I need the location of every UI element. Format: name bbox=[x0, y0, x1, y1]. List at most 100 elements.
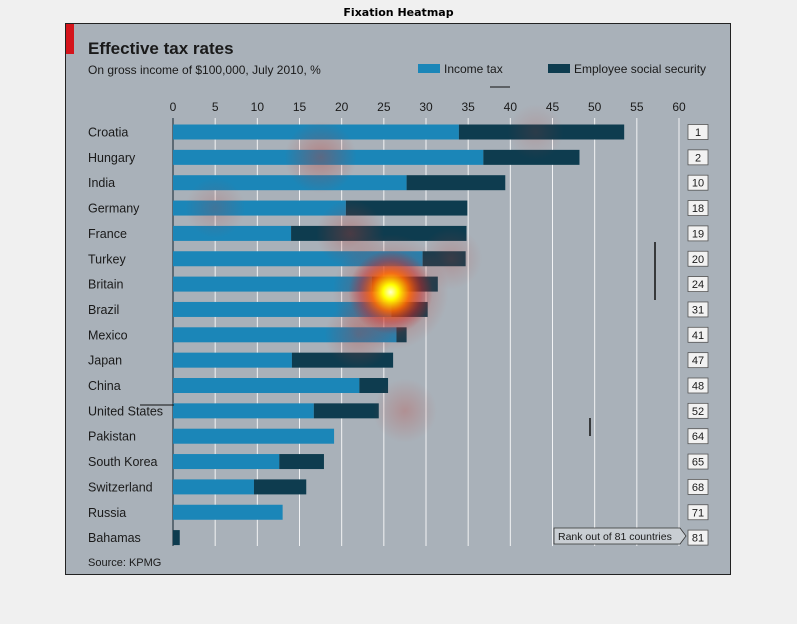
fixation-spot-3 bbox=[372, 378, 437, 443]
rank-value-britain: 24 bbox=[692, 279, 704, 291]
fixation-spot-6 bbox=[420, 227, 483, 290]
bar-russia-income-tax bbox=[173, 504, 283, 520]
chart-title: Effective tax rates bbox=[88, 39, 234, 58]
rank-box-croatia bbox=[687, 124, 709, 140]
category-label-russia: Russia bbox=[88, 506, 126, 520]
category-label-brazil: Brazil bbox=[88, 303, 119, 317]
x-tick-40: 40 bbox=[504, 100, 518, 114]
rank-column: 1 2 10 18 19 20 24 31 41 47 48 52 64 65 68 71 81 bbox=[687, 124, 709, 546]
x-tick-20: 20 bbox=[335, 100, 349, 114]
bar-china-social-security bbox=[359, 378, 389, 393]
rank-box-japan bbox=[687, 352, 709, 369]
bar-south-korea-social-security bbox=[279, 454, 324, 470]
fixation-spot-4 bbox=[324, 300, 393, 369]
category-labels: Croatia Hungary India Germany France Turkey Br… bbox=[88, 126, 163, 546]
rank-value-mexico: 41 bbox=[692, 330, 704, 342]
category-label-hungary: Hungary bbox=[88, 151, 136, 165]
rank-box-bahamas bbox=[687, 529, 709, 546]
category-label-united-states: United States bbox=[88, 404, 163, 418]
rank-value-china: 48 bbox=[692, 381, 704, 393]
x-tick-labels: 0 5 10 15 20 25 30 35 40 45 50 55 60 bbox=[170, 100, 686, 114]
category-label-croatia: Croatia bbox=[88, 126, 128, 140]
category-label-switzerland: Switzerland bbox=[88, 480, 153, 494]
legend-label-social: Employee social security bbox=[574, 62, 706, 76]
fixation-spot-7 bbox=[507, 104, 564, 160]
rank-value-france: 19 bbox=[692, 228, 704, 240]
rank-callout-label: Rank out of 81 countries bbox=[558, 531, 672, 543]
category-label-turkey: Turkey bbox=[88, 252, 126, 266]
rank-value-russia: 71 bbox=[692, 507, 704, 519]
category-label-india: India bbox=[88, 176, 115, 190]
legend-label-income: Income tax bbox=[444, 62, 503, 76]
category-label-germany: Germany bbox=[88, 202, 140, 216]
x-tick-25: 25 bbox=[377, 100, 391, 114]
x-tick-55: 55 bbox=[630, 100, 644, 114]
scan-marks bbox=[140, 86, 656, 436]
x-tick-5: 5 bbox=[212, 100, 219, 114]
bar-britain-income-tax bbox=[173, 276, 373, 292]
rank-value-switzerland: 68 bbox=[692, 482, 704, 494]
x-tick-0: 0 bbox=[170, 100, 177, 114]
category-label-south-korea: South Korea bbox=[88, 455, 158, 469]
bar-switzerland-social-security bbox=[253, 479, 307, 495]
rank-box-china bbox=[687, 377, 709, 394]
category-label-bahamas: Bahamas bbox=[88, 531, 141, 545]
bar-india-social-security bbox=[406, 175, 506, 191]
x-tick-35: 35 bbox=[461, 100, 475, 114]
rank-box-india bbox=[687, 174, 709, 191]
legend-swatch-income bbox=[418, 64, 440, 73]
rank-callout-box bbox=[553, 527, 687, 545]
rank-box-germany bbox=[687, 200, 709, 216]
rank-box-south-korea bbox=[687, 453, 709, 470]
rank-box-switzerland bbox=[687, 478, 709, 495]
rank-box-britain bbox=[687, 276, 709, 293]
fixation-spot-5 bbox=[185, 178, 246, 239]
rank-box-mexico bbox=[687, 326, 709, 343]
chart-panel: Effective tax rates On gross income of $… bbox=[65, 23, 731, 575]
rank-box-turkey bbox=[687, 250, 709, 267]
accent-tag bbox=[66, 24, 74, 54]
rank-value-turkey: 20 bbox=[692, 254, 704, 266]
rank-value-germany: 18 bbox=[692, 203, 704, 215]
fixation-heatmap bbox=[185, 104, 564, 443]
bar-united-states-social-security bbox=[313, 403, 379, 419]
rank-box-united-states bbox=[687, 402, 709, 419]
figure-title: Fixation Heatmap bbox=[343, 6, 454, 19]
category-label-pakistan: Pakistan bbox=[88, 430, 136, 444]
chart-svg: Effective tax rates On gross income of $… bbox=[66, 24, 709, 569]
rank-value-japan: 47 bbox=[692, 355, 704, 367]
source-note: Source: KPMG bbox=[88, 557, 161, 569]
category-label-china: China bbox=[88, 379, 121, 393]
bar-japan-income-tax bbox=[173, 352, 292, 368]
bar-bahamas-social-security bbox=[173, 530, 180, 546]
rank-value-hungary: 2 bbox=[695, 152, 701, 164]
category-label-britain: Britain bbox=[88, 278, 123, 292]
chart-subtitle: On gross income of $100,000, July 2010, … bbox=[88, 63, 321, 77]
bar-south-korea-income-tax bbox=[173, 454, 280, 470]
x-tick-50: 50 bbox=[588, 100, 602, 114]
category-label-japan: Japan bbox=[88, 354, 122, 368]
category-label-mexico: Mexico bbox=[88, 328, 128, 342]
rank-value-bahamas: 81 bbox=[692, 533, 704, 545]
fixation-spot-2 bbox=[316, 199, 385, 268]
rank-box-brazil bbox=[687, 301, 709, 318]
rank-value-united-states: 52 bbox=[692, 406, 704, 418]
x-tick-30: 30 bbox=[419, 100, 433, 114]
rank-callout: Rank out of 81 countries bbox=[553, 527, 687, 545]
category-label-france: France bbox=[88, 227, 127, 241]
rank-value-india: 10 bbox=[692, 178, 704, 190]
rank-box-pakistan bbox=[687, 428, 709, 445]
rank-value-brazil: 31 bbox=[692, 304, 704, 316]
x-tick-10: 10 bbox=[251, 100, 265, 114]
x-tick-60: 60 bbox=[672, 100, 686, 114]
rank-value-pakistan: 64 bbox=[692, 431, 704, 443]
bar-china-income-tax bbox=[173, 378, 360, 393]
bar-pakistan-income-tax bbox=[173, 428, 335, 444]
rank-value-croatia: 1 bbox=[695, 127, 701, 139]
bar-switzerland-income-tax bbox=[173, 479, 254, 495]
fixation-spot-1 bbox=[284, 121, 357, 194]
rank-box-hungary bbox=[687, 149, 709, 166]
rank-box-russia bbox=[687, 504, 709, 521]
rank-box-france bbox=[687, 225, 709, 242]
bar-united-states-income-tax bbox=[173, 403, 314, 419]
